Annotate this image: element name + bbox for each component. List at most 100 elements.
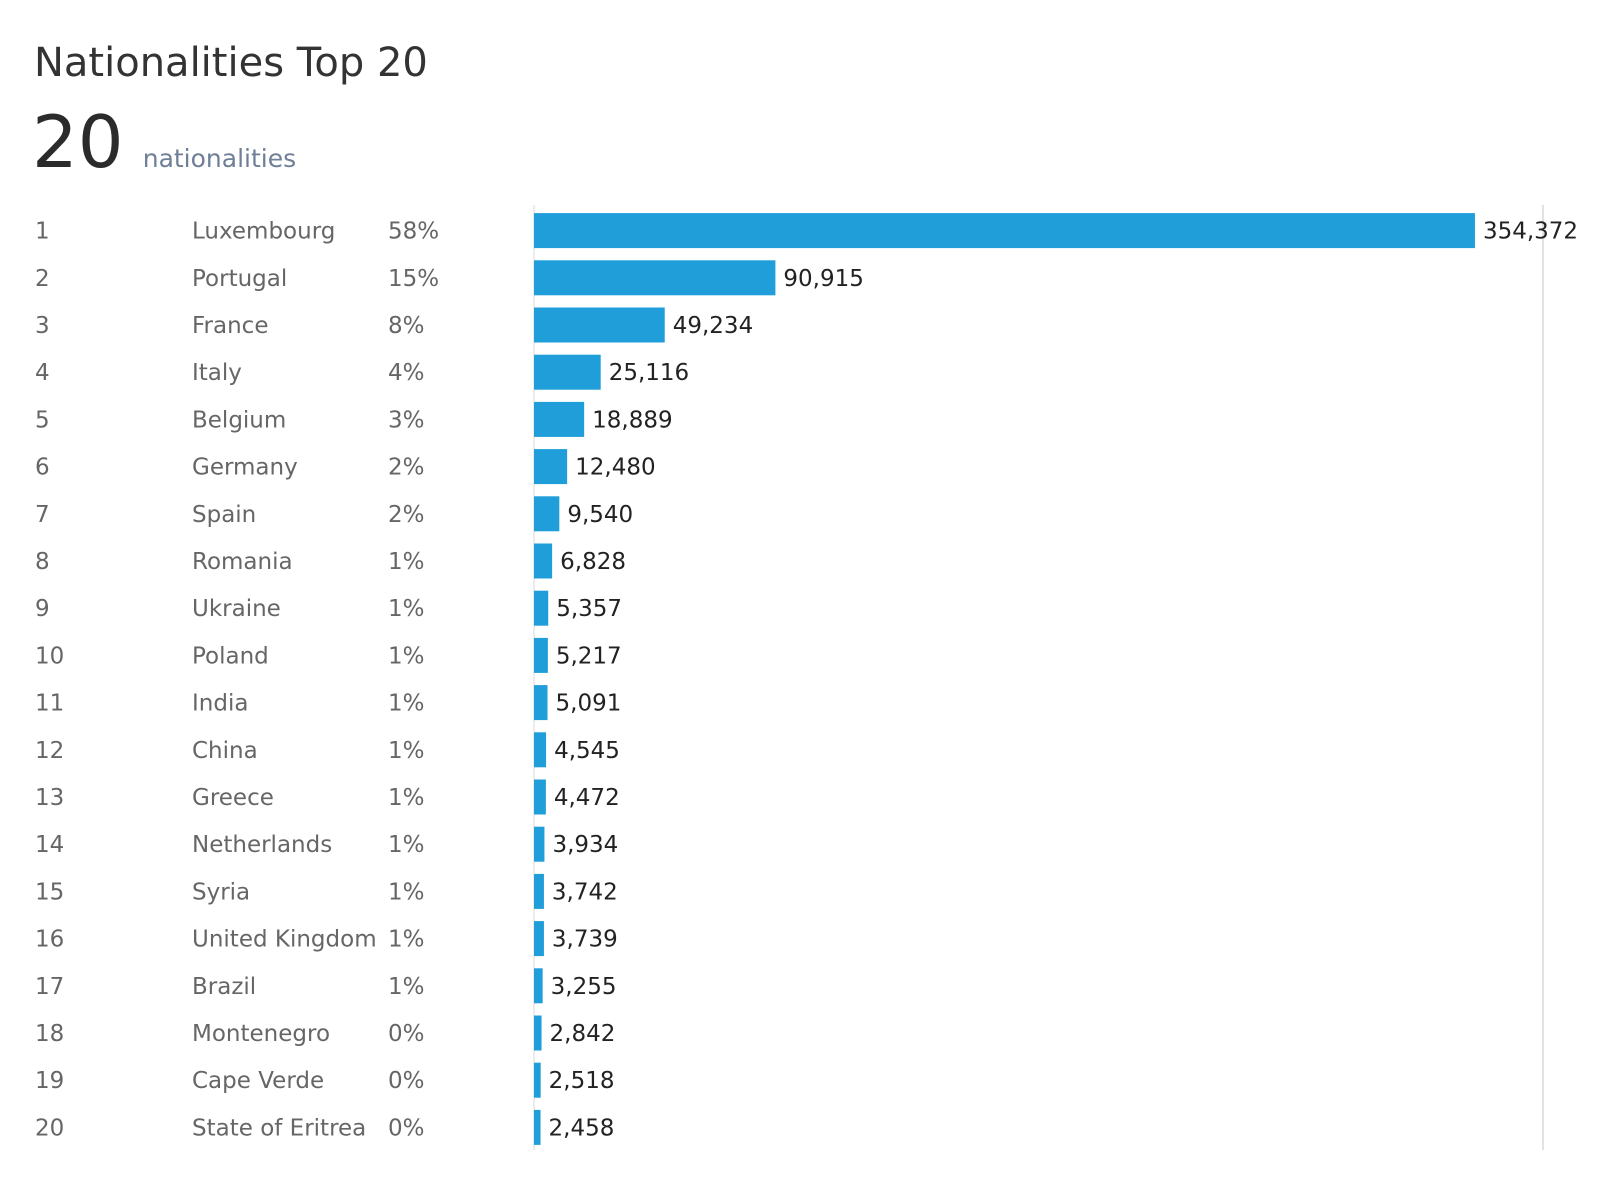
- country-label: Germany: [192, 455, 298, 481]
- country-label: Belgium: [192, 407, 286, 433]
- share-label: 1%: [388, 596, 425, 622]
- share-label: 1%: [388, 785, 425, 811]
- rank-label: 12: [35, 738, 64, 764]
- bar: [534, 637, 548, 673]
- rank-label: 19: [35, 1068, 64, 1094]
- share-label: 1%: [388, 738, 425, 764]
- bar: [534, 213, 1475, 249]
- country-label: China: [192, 738, 258, 764]
- country-label: Syria: [192, 879, 250, 905]
- bar-value-label: 3,255: [551, 974, 617, 1000]
- bar: [534, 449, 568, 485]
- rank-label: 20: [35, 1115, 64, 1141]
- bar: [534, 732, 547, 768]
- share-label: 1%: [388, 832, 425, 858]
- bar-value-label: 5,217: [556, 643, 622, 669]
- bar-value-label: 2,842: [550, 1021, 616, 1047]
- country-label: Portugal: [192, 266, 287, 292]
- bar: [534, 260, 776, 296]
- country-label: Greece: [192, 785, 274, 811]
- bar-value-label: 4,545: [554, 738, 620, 764]
- rank-label: 9: [35, 596, 50, 622]
- bar: [534, 921, 544, 957]
- share-label: 0%: [388, 1115, 425, 1141]
- bar: [534, 543, 553, 579]
- country-label: Brazil: [192, 974, 256, 1000]
- bar: [534, 1015, 542, 1051]
- country-label: Ukraine: [192, 596, 281, 622]
- share-label: 1%: [388, 691, 425, 717]
- bar-value-label: 354,372: [1483, 219, 1578, 245]
- bar: [534, 1109, 541, 1145]
- bar: [534, 685, 548, 721]
- country-label: Spain: [192, 502, 256, 528]
- bar: [534, 1062, 541, 1098]
- country-label: Cape Verde: [192, 1068, 324, 1094]
- bar: [534, 496, 560, 532]
- share-label: 8%: [388, 313, 425, 339]
- share-label: 1%: [388, 879, 425, 905]
- bar: [534, 968, 543, 1004]
- bar-value-label: 3,742: [552, 879, 618, 905]
- share-label: 2%: [388, 455, 425, 481]
- share-label: 4%: [388, 360, 425, 386]
- share-label: 2%: [388, 502, 425, 528]
- share-label: 1%: [388, 927, 425, 953]
- bar: [534, 401, 585, 437]
- kpi-count-label: nationalities: [142, 144, 297, 173]
- bar-value-label: 4,472: [554, 785, 620, 811]
- rank-label: 2: [35, 266, 50, 292]
- bar-value-label: 18,889: [592, 407, 672, 433]
- rank-label: 11: [35, 691, 64, 717]
- country-label: Luxembourg: [192, 219, 335, 245]
- share-label: 1%: [388, 974, 425, 1000]
- kpi-summary: 20 nationalities: [32, 102, 296, 182]
- rank-label: 10: [35, 643, 64, 669]
- share-label: 1%: [388, 549, 425, 575]
- rank-label: 18: [35, 1021, 64, 1047]
- rank-label: 16: [35, 927, 64, 953]
- bar-value-label: 5,091: [556, 691, 622, 717]
- bar-value-label: 9,540: [567, 502, 633, 528]
- bar: [534, 307, 665, 343]
- share-label: 15%: [388, 266, 439, 292]
- bar: [534, 354, 601, 390]
- rank-label: 1: [35, 219, 50, 245]
- country-label: United Kingdom: [192, 927, 377, 953]
- bar-value-label: 2,518: [549, 1068, 615, 1094]
- bar-value-label: 3,739: [552, 927, 618, 953]
- share-label: 0%: [388, 1021, 425, 1047]
- share-label: 58%: [388, 219, 439, 245]
- bar: [534, 779, 546, 815]
- bar-value-label: 2,458: [549, 1115, 615, 1141]
- country-label: France: [192, 313, 268, 339]
- share-label: 1%: [388, 643, 425, 669]
- rank-label: 15: [35, 879, 64, 905]
- share-label: 0%: [388, 1068, 425, 1094]
- bar-value-label: 6,828: [560, 549, 626, 575]
- bar-value-label: 90,915: [783, 266, 863, 292]
- rank-label: 14: [35, 832, 64, 858]
- country-label: Poland: [192, 643, 269, 669]
- rank-label: 5: [35, 407, 50, 433]
- bar: [534, 873, 544, 909]
- bar: [534, 826, 545, 862]
- kpi-count: 20: [32, 100, 124, 184]
- rank-label: 17: [35, 974, 64, 1000]
- country-label: Netherlands: [192, 832, 332, 858]
- bar-value-label: 49,234: [673, 313, 753, 339]
- rank-label: 8: [35, 549, 50, 575]
- share-label: 3%: [388, 407, 425, 433]
- bar-value-label: 12,480: [575, 455, 655, 481]
- bar: [534, 590, 549, 626]
- country-label: Italy: [192, 360, 242, 386]
- chart-title: Nationalities Top 20: [34, 40, 428, 86]
- rank-label: 7: [35, 502, 50, 528]
- bar-value-label: 5,357: [556, 596, 622, 622]
- bar-value-label: 3,934: [552, 832, 618, 858]
- country-label: State of Eritrea: [192, 1115, 366, 1141]
- bar-value-label: 25,116: [609, 360, 689, 386]
- rank-label: 13: [35, 785, 64, 811]
- country-label: Montenegro: [192, 1021, 330, 1047]
